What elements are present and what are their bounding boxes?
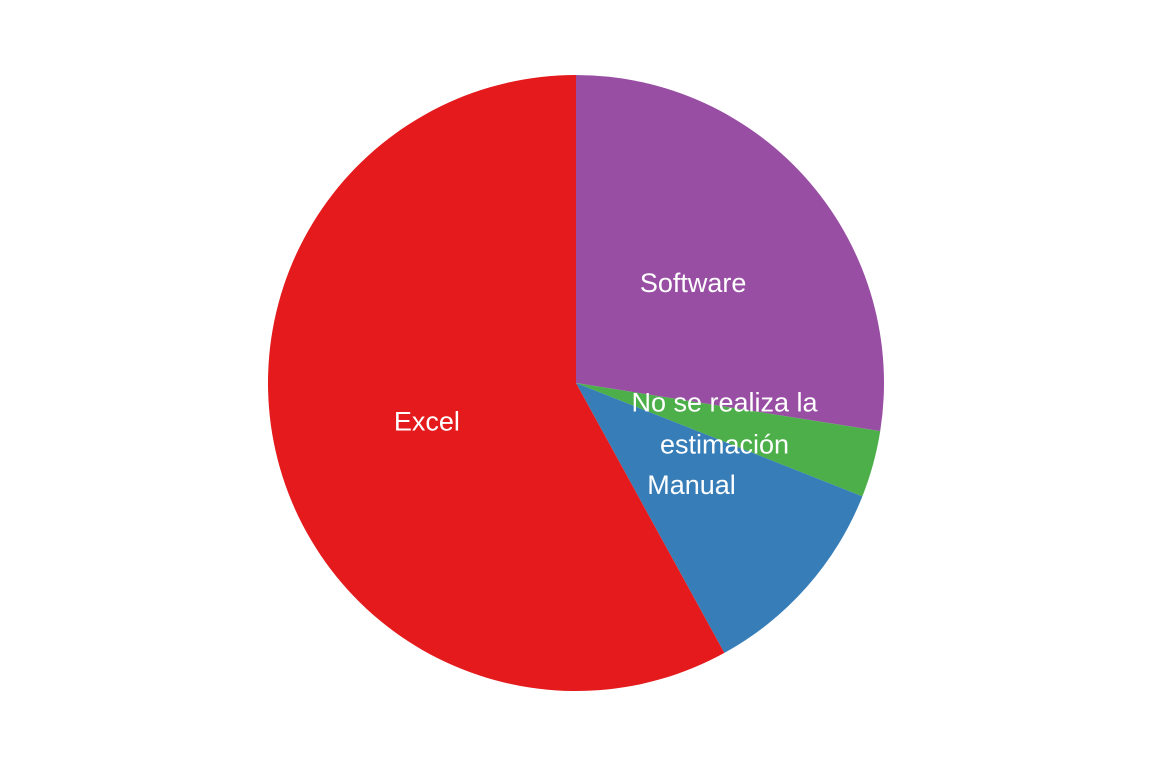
pie-slice-no-se-realiza-la-estimacion (576, 383, 881, 497)
pie-labels: Software No se realiza la estimación Manual… (394, 268, 819, 500)
pie-label-manual: Manual (647, 470, 736, 500)
pie-slice-manual (576, 383, 863, 653)
pie-label-excel: Excel (394, 406, 460, 436)
pie-slice-excel (267, 75, 725, 691)
pie-slices (267, 75, 885, 691)
pie-label-software: Software (640, 268, 747, 298)
pie-slice-software (576, 75, 885, 432)
pie-label-no-se-realiza-la-estimacion: No se realiza la estimación (631, 388, 818, 460)
